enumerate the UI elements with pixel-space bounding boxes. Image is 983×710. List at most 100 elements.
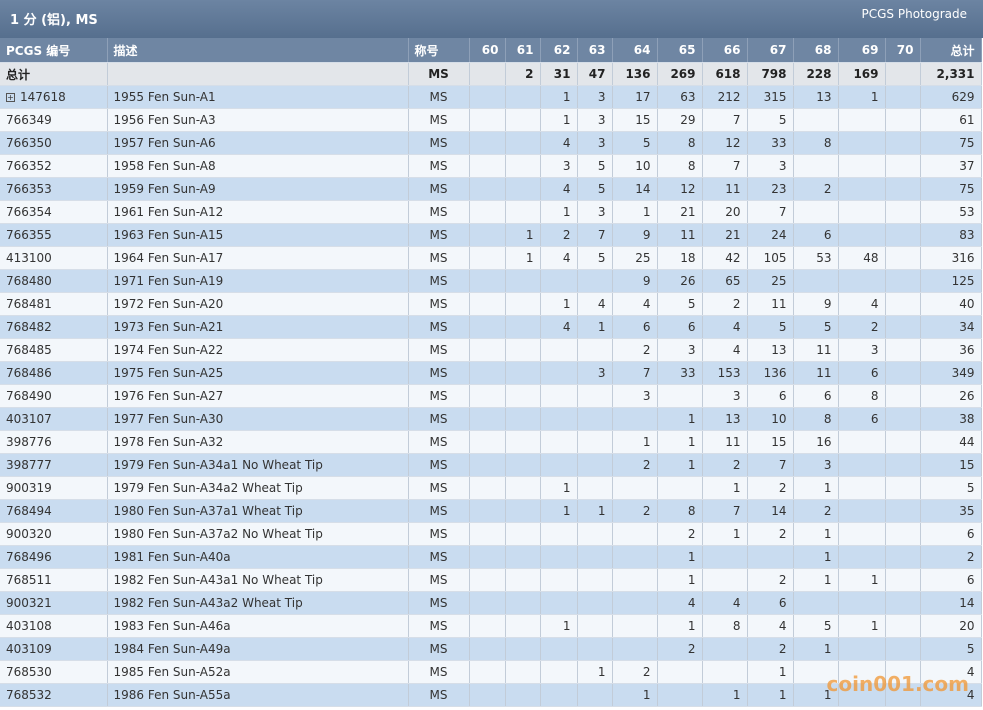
grade-count: 798 [747,62,794,86]
total-count: 36 [920,338,982,362]
designation-cell: MS [408,637,470,661]
grade-count: 1 [702,683,748,707]
pcgs-id-link[interactable]: 768486 [6,366,52,380]
grade-count: 1 [657,430,703,454]
pcgs-id-link[interactable]: 900320 [6,527,52,541]
grade-count [540,637,578,661]
designation-cell: MS [408,476,470,500]
pcgs-id-link[interactable]: 398776 [6,435,52,449]
pcgs-id-link[interactable]: 768530 [6,665,52,679]
grade-count: 1 [702,476,748,500]
pcgs-id-link[interactable]: 766354 [6,205,52,219]
pcgs-id-link[interactable]: 768496 [6,550,52,564]
pcgs-id-link[interactable]: 900319 [6,481,52,495]
grade-count [793,591,839,615]
pcgs-id-link[interactable]: 768482 [6,320,52,334]
total-count: 629 [920,85,982,109]
grade-count: 13 [747,338,794,362]
pcgs-id-link[interactable]: 403109 [6,642,52,656]
designation-cell: MS [408,683,470,707]
pcgs-id-link[interactable]: 413100 [6,251,52,265]
expand-icon[interactable]: + [6,93,15,102]
pcgs-id-link[interactable]: 768532 [6,688,52,702]
total-count: 6 [920,522,982,546]
grade-count [838,177,886,201]
grade-count: 2 [612,453,658,477]
coin-row: 766350 1957 Fen Sun-A6 MS 4 3 5 8 12 33 8 75 [0,131,982,155]
grade-count [885,407,921,431]
grade-count [612,568,658,592]
grade-count [469,131,506,155]
grade-count [469,568,506,592]
description-cell: 1961 Fen Sun-A12 [107,200,409,224]
grade-count: 7 [577,223,613,247]
grade-count [885,269,921,293]
grade-count: 8 [838,384,886,408]
grade-count: 2 [612,660,658,684]
pcgs-id-link[interactable]: 768480 [6,274,52,288]
grade-count: 1 [747,660,794,684]
pcgs-id-link[interactable]: 768485 [6,343,52,357]
pcgs-id-link[interactable]: 766355 [6,228,52,242]
pcgs-id-link[interactable]: 768494 [6,504,52,518]
column-header: 62 [540,38,578,63]
grade-count: 21 [657,200,703,224]
pcgs-id: 766353 [0,177,108,201]
column-header: 称号 [408,38,470,63]
pcgs-id-link[interactable]: 403108 [6,619,52,633]
pcgs-id-link[interactable]: 398777 [6,458,52,472]
pcgs-id-link[interactable]: 766353 [6,182,52,196]
grade-count: 1 [793,522,839,546]
description-cell: 1981 Fen Sun-A40a [107,545,409,569]
grade-count [540,430,578,454]
grade-count: 18 [657,246,703,270]
grade-count: 2 [702,453,748,477]
pcgs-id: 768494 [0,499,108,523]
pcgs-id: 766349 [0,108,108,132]
grade-count: 3 [838,338,886,362]
pcgs-id-link[interactable]: 768481 [6,297,52,311]
grade-count [885,430,921,454]
grade-count: 4 [747,614,794,638]
grade-count: 42 [702,246,748,270]
pcgs-id: 768482 [0,315,108,339]
grade-count [505,476,541,500]
grade-count [838,591,886,615]
grade-count: 15 [612,108,658,132]
description-cell: 1983 Fen Sun-A46a [107,614,409,638]
pcgs-id-link[interactable]: 900321 [6,596,52,610]
grade-count: 618 [702,62,748,86]
grade-count [540,683,578,707]
grade-count: 8 [657,499,703,523]
column-header: PCGS 编号 [0,38,108,63]
grade-count [469,430,506,454]
coin-row: 766353 1959 Fen Sun-A9 MS 4 5 14 12 11 23 2 75 [0,177,982,201]
grade-count [469,62,506,86]
grade-count [505,338,541,362]
grade-count [885,568,921,592]
pcgs-id: 900321 [0,591,108,615]
pcgs-id-link[interactable]: 766349 [6,113,52,127]
photograde-link[interactable]: PCGS Photograde [861,7,967,21]
pcgs-id-link[interactable]: 768511 [6,573,52,587]
grade-count [885,545,921,569]
grade-count [885,614,921,638]
grade-count: 1 [612,200,658,224]
pcgs-id-link[interactable]: 766352 [6,159,52,173]
pcgs-id-link[interactable]: 768490 [6,389,52,403]
grade-count [657,476,703,500]
description-cell: 1955 Fen Sun-A1 [107,85,409,109]
grade-count: 1 [838,614,886,638]
grade-count [657,660,703,684]
grade-count [885,200,921,224]
grade-count: 2 [657,522,703,546]
pcgs-id-link[interactable]: 766350 [6,136,52,150]
grade-count [577,591,613,615]
header-row: PCGS 编号 描述 称号 60 61 62 63 64 65 66 67 68 69 70 总计 [0,38,982,63]
grade-count [612,591,658,615]
grade-count: 4 [577,292,613,316]
pcgs-id-link[interactable]: 403107 [6,412,52,426]
grade-count: 1 [612,683,658,707]
grade-count [885,660,921,684]
pcgs-id-link[interactable]: 147618 [20,90,66,104]
